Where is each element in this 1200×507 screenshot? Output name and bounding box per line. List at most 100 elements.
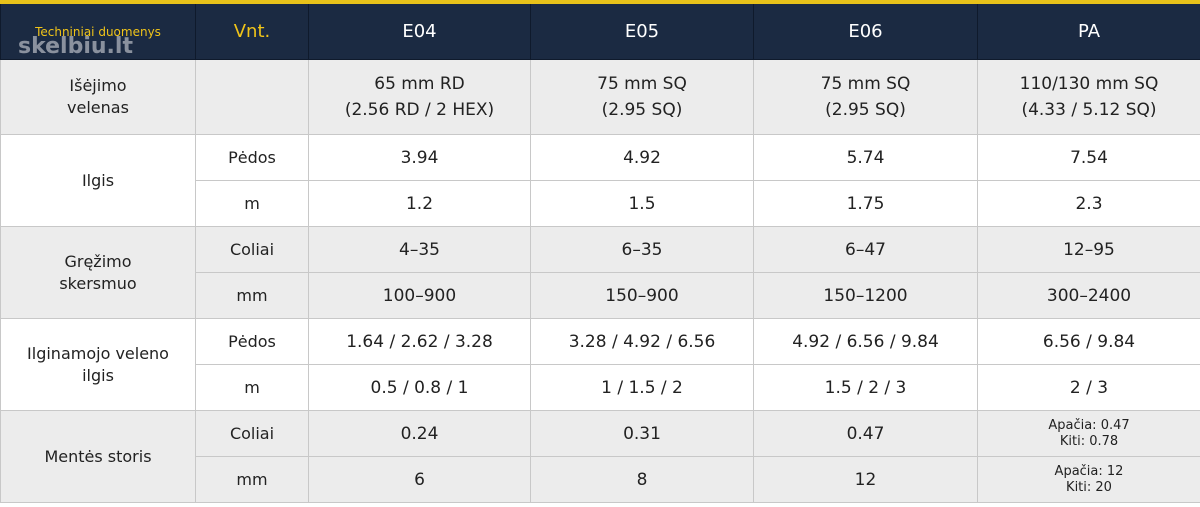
cell-line: 1 / 1.5 / 2 — [601, 377, 683, 398]
column-header: Techniniai duomenys — [0, 0, 196, 60]
label-line: Ilginamojo veleno — [27, 343, 169, 363]
group-label: Ilgis — [0, 134, 196, 227]
value-cell: 3.94 — [308, 134, 531, 181]
value-cell: 0.5 / 0.8 / 1 — [308, 364, 531, 411]
label-line: velenas — [67, 98, 129, 117]
unit-cell: m — [195, 364, 309, 411]
unit-cell: Pėdos — [195, 318, 309, 365]
value-cell: 1.2 — [308, 180, 531, 227]
cell-line: 12 — [854, 469, 877, 490]
cell-line: 150–1200 — [823, 285, 908, 306]
cell-line: 1.5 — [628, 193, 656, 214]
unit-cell: Pėdos — [195, 134, 309, 181]
cell-line: 1.64 / 2.62 / 3.28 — [346, 331, 493, 352]
value-cell: 4–35 — [308, 226, 531, 273]
value-cell: 2 / 3 — [977, 364, 1200, 411]
cell-line: 150–900 — [605, 285, 679, 306]
cell-line: 3.28 / 4.92 / 6.56 — [568, 331, 716, 352]
value-cell: 4.92 — [530, 134, 754, 181]
table-body: Išėjimo velenas 65 mm RD (2.56 RD / 2 HEX) 7… — [0, 59, 1200, 503]
cell-line: 8 — [636, 469, 648, 490]
cell-line: 0.31 — [623, 423, 661, 444]
cell-line: (2.95 SQ) — [825, 100, 906, 120]
header-row: Techniniai duomenys Vnt. E04 E05 E06 PA — [0, 0, 1200, 60]
value-cell: Apačia: 12 Kiti: 20 — [977, 456, 1200, 503]
cell-line: 5.74 — [846, 147, 885, 168]
value-cell: 12 — [753, 456, 978, 503]
cell-line: Apačia: 12 — [1054, 463, 1124, 479]
cell-line: (4.33 / 5.12 SQ) — [1021, 100, 1157, 120]
cell-line: (2.95 SQ) — [601, 100, 683, 120]
cell-line: 12–95 — [1063, 239, 1115, 260]
value-cell: 6 — [308, 456, 531, 503]
cell-line: 6 — [414, 469, 425, 490]
label-line: Ilgis — [81, 170, 115, 190]
table-row: Gręžimo skersmuo Coliai 4–35 6–35 6–47 12–95 — [0, 226, 1200, 319]
cell-line: 300–2400 — [1046, 285, 1132, 306]
cell-line: 4–35 — [399, 239, 440, 260]
label-line: ilgis — [82, 365, 114, 385]
value-cell: 2.3 — [977, 180, 1200, 227]
cell-line: Apačia: 0.47 — [1048, 417, 1130, 433]
unit-cell: mm — [195, 456, 309, 503]
cell-line: 2.3 — [1075, 193, 1103, 214]
value-cell: 150–1200 — [753, 272, 978, 319]
value-cell: 1.5 — [530, 180, 754, 227]
value-cell: 0.24 — [308, 410, 531, 457]
value-cell: 0.47 — [753, 410, 978, 457]
cell-line: 2 / 3 — [1069, 377, 1109, 398]
value-cell: Apačia: 0.47 Kiti: 0.78 — [977, 410, 1200, 457]
value-cell: 0.31 — [530, 410, 754, 457]
value-cell: 1.75 — [753, 180, 978, 227]
unit-cell: m — [195, 180, 309, 227]
label-line: Mentės storis — [44, 446, 152, 466]
cell-line: 75 mm SQ — [820, 74, 911, 94]
column-header: PA — [977, 0, 1200, 60]
cell-line: 1.5 / 2 / 3 — [824, 377, 907, 398]
value-cell: 300–2400 — [977, 272, 1200, 319]
cell-line: Kiti: 0.78 — [1059, 433, 1119, 449]
table-row: m 1.2 1.5 1.75 2.3 — [1, 180, 1200, 227]
value-cell: 7.54 — [977, 134, 1200, 181]
unit-cell — [195, 59, 309, 135]
cell-line: Kiti: 20 — [1066, 479, 1112, 495]
value-cell: 75 mm SQ (2.95 SQ) — [530, 59, 754, 135]
cell-line: 75 mm SQ — [597, 74, 687, 94]
cell-line: 4.92 / 6.56 / 9.84 — [792, 331, 939, 352]
value-cell: 6.56 / 9.84 — [977, 318, 1200, 365]
cell-line: 4.92 — [623, 147, 661, 168]
table-row: Ilginamojo veleno ilgis Pėdos 1.64 / 2.62 /… — [0, 318, 1200, 411]
unit-cell: Coliai — [195, 226, 309, 273]
value-cell: 100–900 — [308, 272, 531, 319]
cell-line: 0.5 / 0.8 / 1 — [370, 377, 469, 398]
group-label: Ilginamojo veleno ilgis — [0, 318, 196, 411]
cell-line: 6–47 — [845, 239, 886, 260]
value-cell: 12–95 — [977, 226, 1200, 273]
table-row: Ilgis Pėdos 3.94 4.92 5.74 7.54 — [0, 134, 1200, 227]
cell-line: 100–900 — [382, 285, 457, 306]
value-cell: 110/130 mm SQ (4.33 / 5.12 SQ) — [977, 59, 1200, 135]
cell-line: 110/130 mm SQ — [1019, 74, 1159, 94]
value-cell: 1.64 / 2.62 / 3.28 — [308, 318, 531, 365]
value-cell: 8 — [530, 456, 754, 503]
value-cell: 5.74 — [753, 134, 978, 181]
table-row: Išėjimo velenas 65 mm RD (2.56 RD / 2 HEX) 7… — [0, 59, 1200, 135]
label-line: Išėjimo — [69, 76, 127, 95]
value-cell: 150–900 — [530, 272, 754, 319]
column-header: Vnt. — [195, 0, 309, 60]
value-cell: 6–47 — [753, 226, 978, 273]
cell-line: 0.47 — [846, 423, 885, 444]
table-row: mm 6 8 12 Apačia: 12 Kiti: 20 — [1, 456, 1200, 503]
group-label: Gręžimo skersmuo — [0, 226, 196, 319]
value-cell: 1 / 1.5 / 2 — [530, 364, 754, 411]
cell-line: 6.56 / 9.84 — [1042, 331, 1136, 352]
value-cell: 6–35 — [530, 226, 754, 273]
value-cell: 65 mm RD (2.56 RD / 2 HEX) — [308, 59, 531, 135]
cell-line: 7.54 — [1070, 147, 1108, 168]
column-header: E04 — [308, 0, 531, 60]
cell-line: 0.24 — [400, 423, 439, 444]
cell-line: 1.75 — [846, 193, 885, 214]
cell-line: 1.2 — [405, 193, 434, 214]
